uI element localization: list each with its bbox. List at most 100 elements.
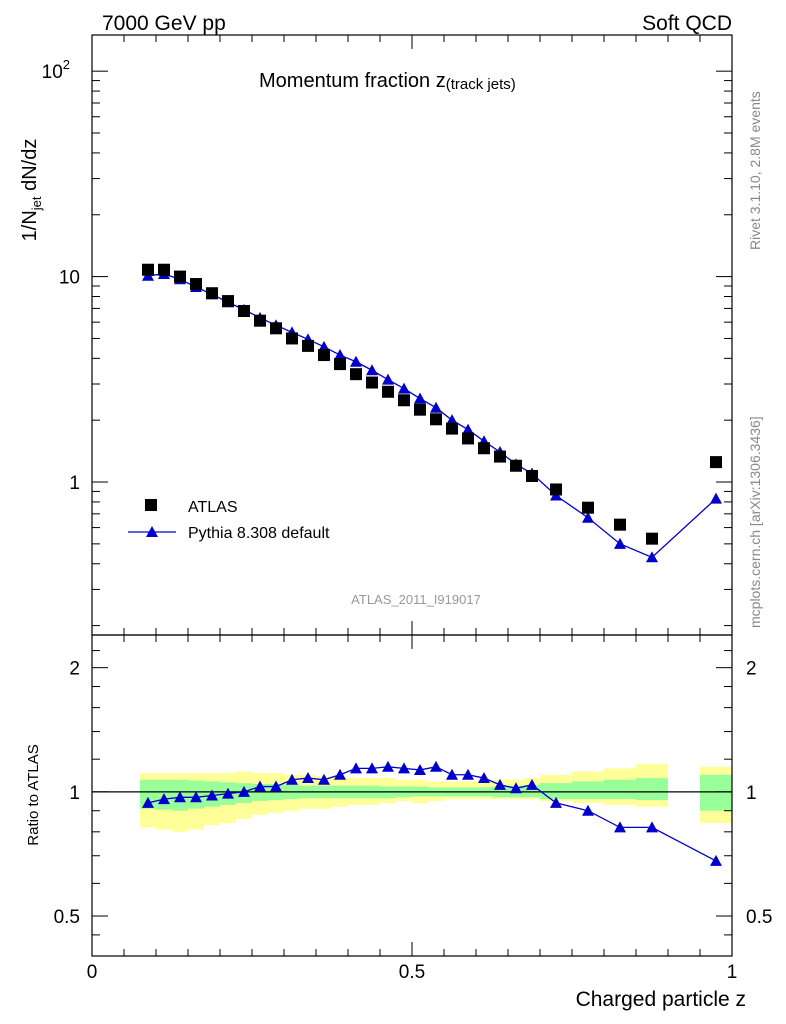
- ratio-y-tick-label-right: 0.5: [746, 907, 772, 928]
- atlas-point: [430, 413, 442, 426]
- analysis-id: ATLAS_2011_I919017: [351, 592, 481, 607]
- main-ylabel: 1/Njet dN/dz: [19, 139, 44, 242]
- ratio-pythia-point: [302, 772, 314, 784]
- main-frame: [91, 34, 733, 636]
- ratio-y-tick-label: 0.5: [54, 907, 80, 928]
- main-panel: Momentum fraction z(track jets) 1 10 102 A…: [19, 34, 733, 636]
- ratio-pythia-point: [382, 760, 394, 772]
- ratio-pythia-point: [614, 821, 626, 833]
- ratio-pythia-point: [206, 789, 218, 801]
- main-title-sub: (track jets): [446, 76, 516, 93]
- atlas-point: [350, 368, 362, 381]
- ratio-pythia-point: [494, 778, 506, 790]
- rivet-label: Rivet 3.1.10, 2.8M events: [747, 91, 763, 250]
- atlas-point: [510, 459, 522, 472]
- ratio-pythia-point: [158, 793, 170, 805]
- ratio-pythia-point: [710, 854, 722, 866]
- atlas-point: [270, 322, 282, 335]
- atlas-point: [494, 450, 506, 463]
- main-title: Momentum fraction z(track jets): [259, 70, 516, 93]
- ratio-pythia-point: [142, 796, 154, 808]
- pythia-point: [366, 364, 378, 376]
- main-y-tick-label-sup: 2: [63, 57, 70, 72]
- ratio-pythia-point: [582, 804, 594, 816]
- legend-pythia-label: Pythia 8.308 default: [188, 525, 330, 542]
- atlas-point: [174, 270, 186, 283]
- atlas-point: [478, 442, 490, 455]
- main-y-tick-label: 1: [69, 473, 80, 494]
- atlas-point: [286, 332, 298, 345]
- ratio-x-tick-label: 1: [727, 962, 738, 983]
- ratio-pythia-point: [550, 796, 562, 808]
- atlas-point: [614, 518, 626, 531]
- pythia-point: [710, 492, 722, 504]
- atlas-point: [526, 469, 538, 482]
- atlas-point: [446, 422, 458, 435]
- main-ylabel-tail: dN/dz: [19, 139, 41, 197]
- atlas-point: [414, 403, 426, 416]
- uncertainty-band-inner: [572, 781, 604, 800]
- pythia-point: [646, 551, 658, 563]
- ratio-pythia-point: [398, 762, 410, 774]
- main-y-tick-label: 10: [59, 268, 80, 289]
- atlas-point: [190, 278, 202, 291]
- pythia-point: [398, 382, 410, 394]
- atlas-point: [646, 532, 658, 545]
- atlas-point: [334, 358, 346, 371]
- pythia-point: [414, 392, 426, 404]
- ratio-pythia-point: [462, 768, 474, 780]
- legend: ATLAS Pythia 8.308 default: [128, 499, 330, 542]
- ratio-xlabel: Charged particle z: [576, 988, 746, 1011]
- main-title-text: Momentum fraction z: [259, 70, 446, 92]
- ratio-pythia-point: [510, 782, 522, 794]
- uncertainty-band-inner: [700, 774, 732, 811]
- legend-atlas-marker: [145, 499, 157, 511]
- ratio-y-tick-label: 1: [69, 783, 80, 804]
- ratio-pythia-point: [334, 768, 346, 780]
- ratio-pythia-point: [414, 763, 426, 775]
- ratio-ylabel: Ratio to ATLAS: [25, 744, 42, 845]
- ratio-pythia-point: [350, 762, 362, 774]
- ratio-pythia-point: [366, 762, 378, 774]
- atlas-point: [238, 305, 250, 318]
- atlas-point: [382, 385, 394, 398]
- ratio-x-tick-label: 0.5: [399, 962, 425, 983]
- main-ylabel-main: 1/N: [19, 210, 41, 241]
- ratio-pythia-point: [526, 778, 538, 790]
- pythia-point: [350, 355, 362, 367]
- mcplots-label: mcplots.cern.ch [arXiv:1306.3436]: [747, 416, 763, 628]
- ratio-pythia-point: [478, 772, 490, 784]
- ratio-panel: 0 0.5 1 0.5 0.5 1 1 2 2 Ratio to ATLAS Charged p…: [25, 634, 772, 1011]
- ratio-pythia-point: [190, 791, 202, 803]
- ratio-pythia-point: [318, 773, 330, 785]
- pythia-point: [462, 423, 474, 435]
- main-y-tick-label: 102: [42, 57, 70, 83]
- atlas-point: [398, 394, 410, 407]
- ratio-pythia-point: [286, 773, 298, 785]
- atlas-point: [142, 263, 154, 276]
- ratio-pythia-point: [446, 768, 458, 780]
- pythia-point: [334, 349, 346, 361]
- ratio-pythia-point: [238, 785, 250, 797]
- ratio-pythia-point: [174, 791, 186, 803]
- atlas-point: [318, 349, 330, 362]
- ratio-pythia-point: [222, 787, 234, 799]
- atlas-point: [302, 339, 314, 352]
- header-left: 7000 GeV pp: [102, 12, 226, 35]
- atlas-point: [550, 483, 562, 496]
- pythia-point: [614, 537, 626, 549]
- ratio-pythia-point: [254, 780, 266, 792]
- atlas-point: [158, 263, 170, 276]
- atlas-point: [222, 295, 234, 308]
- main-ylabel-sub: jet: [29, 196, 44, 211]
- ratio-y-tick-label: 2: [69, 659, 80, 680]
- header-right: Soft QCD: [642, 12, 732, 35]
- pythia-point: [446, 414, 458, 426]
- atlas-point: [582, 501, 594, 514]
- ratio-pythia-point: [430, 760, 442, 772]
- atlas-point: [366, 376, 378, 389]
- uncertainty-band-inner: [540, 783, 572, 800]
- uncertainty-band-inner: [604, 779, 636, 800]
- atlas-point: [462, 432, 474, 445]
